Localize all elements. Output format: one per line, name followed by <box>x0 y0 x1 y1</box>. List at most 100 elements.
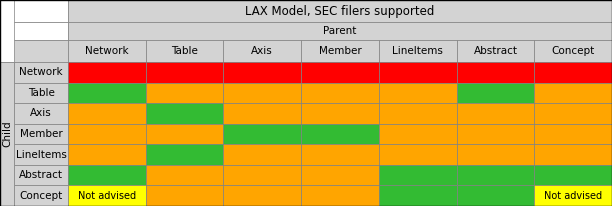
Bar <box>534 40 612 62</box>
Text: Network: Network <box>85 46 129 56</box>
Bar <box>0 0 14 62</box>
Text: OK: OK <box>488 191 502 201</box>
Bar <box>534 83 612 103</box>
Text: Disallowed: Disallowed <box>236 170 289 180</box>
Bar <box>14 103 68 124</box>
Bar <box>68 0 612 22</box>
Text: Disallowed: Disallowed <box>158 191 211 201</box>
Text: Parent: Parent <box>323 26 357 36</box>
Text: Disallowed: Disallowed <box>313 150 367 160</box>
Bar <box>301 165 379 185</box>
Bar <box>14 83 68 103</box>
Bar <box>379 144 457 165</box>
Bar <box>0 40 68 62</box>
Text: Disallowed: Disallowed <box>313 191 367 201</box>
Bar <box>301 103 379 124</box>
Text: LineItems: LineItems <box>392 46 443 56</box>
Bar <box>223 185 301 206</box>
Text: OK: OK <box>100 88 114 98</box>
Bar <box>0 22 68 40</box>
Bar <box>14 185 68 206</box>
Bar <box>301 83 379 103</box>
Text: Illegal XBRL: Illegal XBRL <box>78 67 136 77</box>
Bar <box>379 124 457 144</box>
Bar <box>68 83 146 103</box>
Text: Not advised: Not advised <box>544 191 602 201</box>
Text: OK: OK <box>566 170 580 180</box>
Bar <box>146 62 223 83</box>
Bar <box>14 144 68 165</box>
Bar <box>68 185 146 206</box>
Text: OK: OK <box>488 170 502 180</box>
Bar <box>534 185 612 206</box>
Bar <box>379 103 457 124</box>
Bar <box>534 124 612 144</box>
Text: Disallowed: Disallowed <box>547 150 600 160</box>
Text: Abstract: Abstract <box>474 46 517 56</box>
Bar <box>223 40 301 62</box>
Text: Disallowed: Disallowed <box>547 129 600 139</box>
Text: Disallowed: Disallowed <box>158 88 211 98</box>
Text: Illegal XBRL: Illegal XBRL <box>311 67 369 77</box>
Text: Disallowed: Disallowed <box>80 150 133 160</box>
Text: Disallowed: Disallowed <box>158 170 211 180</box>
Bar <box>146 103 223 124</box>
Text: Abstract: Abstract <box>19 170 63 180</box>
Bar <box>457 40 534 62</box>
Text: Concept: Concept <box>20 191 62 201</box>
Text: Disallowed: Disallowed <box>236 88 289 98</box>
Bar <box>379 83 457 103</box>
Text: OK: OK <box>333 129 347 139</box>
Bar <box>68 144 146 165</box>
Text: Member: Member <box>20 129 62 139</box>
Text: Table: Table <box>171 46 198 56</box>
Bar <box>68 62 146 83</box>
Bar <box>379 62 457 83</box>
Bar <box>457 83 534 103</box>
Bar <box>457 124 534 144</box>
Bar <box>301 62 379 83</box>
Text: LineItems: LineItems <box>15 150 67 160</box>
Text: Illegal XBRL: Illegal XBRL <box>389 67 447 77</box>
Bar <box>379 185 457 206</box>
Bar <box>146 165 223 185</box>
Bar <box>68 22 612 40</box>
Bar <box>379 165 457 185</box>
Text: Member: Member <box>319 46 361 56</box>
Text: Disallowed: Disallowed <box>547 108 600 118</box>
Bar <box>457 185 534 206</box>
Bar <box>223 103 301 124</box>
Text: Network: Network <box>19 67 63 77</box>
Bar <box>0 62 14 206</box>
Text: Concept: Concept <box>551 46 595 56</box>
Bar <box>146 40 223 62</box>
Bar <box>68 103 146 124</box>
Bar <box>223 144 301 165</box>
Text: Disallowed: Disallowed <box>469 108 522 118</box>
Text: Illegal XBRL: Illegal XBRL <box>466 67 524 77</box>
Text: Disallowed: Disallowed <box>236 150 289 160</box>
Bar <box>457 165 534 185</box>
Text: Table: Table <box>28 88 54 98</box>
Text: Child: Child <box>2 121 12 147</box>
Text: Illegal XBRL: Illegal XBRL <box>155 67 214 77</box>
Text: Disallowed: Disallowed <box>236 191 289 201</box>
Bar <box>14 165 68 185</box>
Text: Disallowed: Disallowed <box>80 129 133 139</box>
Bar <box>301 40 379 62</box>
Bar <box>534 103 612 124</box>
Bar <box>0 0 68 22</box>
Text: Disallowed: Disallowed <box>391 108 444 118</box>
Text: Not advised: Not advised <box>78 191 136 201</box>
Text: OK: OK <box>177 150 192 160</box>
Bar <box>301 185 379 206</box>
Text: Disallowed: Disallowed <box>391 150 444 160</box>
Bar <box>146 83 223 103</box>
Bar <box>457 144 534 165</box>
Bar <box>14 62 68 83</box>
Text: OK: OK <box>255 129 269 139</box>
Text: Illegal XBRL: Illegal XBRL <box>233 67 291 77</box>
Text: OK: OK <box>411 191 425 201</box>
Bar <box>223 124 301 144</box>
Bar <box>379 40 457 62</box>
